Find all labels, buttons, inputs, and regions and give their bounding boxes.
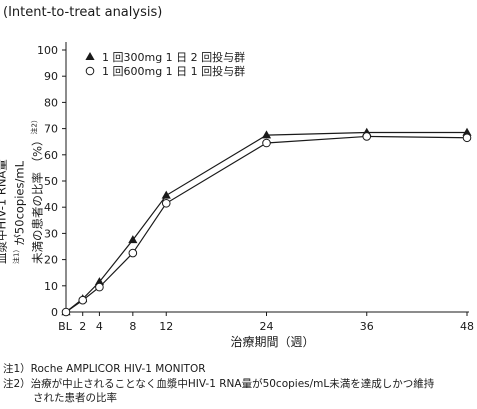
circle-marker [462,133,472,143]
y-tick-label: 50 [44,175,58,188]
x-tick-label: 4 [96,320,103,333]
y-tick-label: 0 [51,306,58,319]
y-tick-label: 10 [44,280,58,293]
footnote-2-continued: された患者の比率 [33,392,117,404]
legend-label-series-1: 1 回300mg 1 日 2 回投与群 [102,50,245,64]
legend-label-series-2: 1 回600mg 1 日 1 回投与群 [102,64,245,78]
y-tick-label: 20 [44,254,58,267]
x-tick-label: 36 [360,320,374,333]
chart-subtitle: (Intent-to-treat analysis) [3,5,163,20]
y-tick-label: 40 [44,201,58,214]
x-tick-label: 24 [260,320,274,333]
triangle-marker [128,235,138,244]
circle-marker [61,307,71,317]
triangle-marker [161,190,171,199]
y-tick-label: 100 [37,44,58,57]
x-axis-title: 治療期間（週） [230,335,314,349]
circle-marker [78,295,88,305]
footnote-2: 注2）治療が中止されることなく血漿中HIV-1 RNA量が50copies/mL… [3,377,435,390]
y-tick-label: 70 [44,123,58,136]
series-line-2 [65,135,468,313]
circle-marker [362,132,372,141]
y-tick-label: 90 [44,70,58,83]
footnote-1: 注1）Roche AMPLICOR HIV-1 MONITOR [3,363,206,375]
x-tick-label: BL [58,320,73,333]
y-tick-label: 30 [44,227,58,240]
triangle-marker [94,277,105,286]
circle-marker [262,138,271,148]
x-tick-label: 2 [79,320,86,333]
triangle-marker [462,127,472,136]
legend-circle-icon [85,66,95,76]
y-tick-label: 80 [44,96,58,109]
footnotes: 注1）Roche AMPLICOR HIV-1 MONITOR 注2）治療が中止… [3,362,434,406]
series-line-1 [65,131,467,313]
y-tick-label: 60 [44,149,58,162]
triangle-marker [261,130,272,139]
circle-marker [128,248,138,258]
circle-marker [161,198,171,208]
x-tick-label: 8 [129,320,136,333]
x-tick-label: 12 [159,320,173,333]
circle-marker [95,282,104,292]
legend-triangle-icon [85,52,95,60]
x-tick-label: 48 [460,320,474,333]
